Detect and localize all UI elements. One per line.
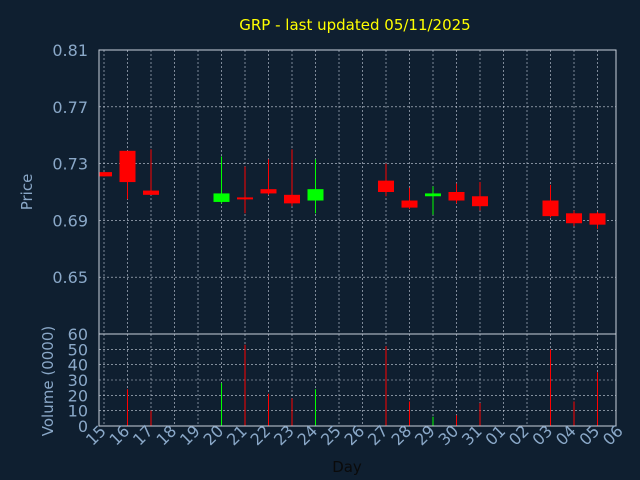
x-axis-ticks: 1516171819202122232425262728293031010203…: [82, 421, 627, 449]
volume-tick-label: 0: [78, 417, 88, 436]
candle-body: [425, 193, 441, 197]
chart-title: GRP - last updated 05/11/2025: [239, 16, 470, 34]
candle-body: [472, 196, 488, 207]
price-tick-label: 0.81: [52, 41, 88, 60]
candle-body: [307, 189, 324, 201]
candle-body: [143, 190, 159, 195]
candle-body: [542, 200, 559, 217]
candle-body: [378, 180, 394, 192]
volume-axis-label: Volume (0000): [39, 326, 57, 436]
price-axis-ticks: 0.81 0.77 0.73 0.69 0.65: [52, 41, 88, 287]
candle-body: [99, 172, 112, 177]
volume-tick-label: 40: [68, 356, 88, 375]
price-axis-label: Price: [18, 174, 36, 211]
candle-body: [566, 213, 582, 224]
price-tick-label: 0.69: [52, 211, 88, 230]
price-tick-label: 0.73: [52, 155, 88, 174]
volume-tick-label: 10: [68, 402, 88, 421]
candle-body: [284, 194, 300, 204]
candle-body: [213, 193, 230, 202]
volume-tick-label: 50: [68, 340, 88, 359]
x-axis-label: Day: [332, 458, 362, 476]
candles: [99, 149, 606, 229]
candle-body: [237, 197, 253, 200]
volume-plot-border: [98, 333, 617, 427]
volume-tick-label: 60: [68, 325, 88, 344]
price-tick-label: 0.65: [52, 268, 88, 287]
price-tick-label: 0.77: [52, 98, 88, 117]
volume-bars: [127, 344, 598, 426]
candle-body: [119, 150, 136, 183]
candle-body: [401, 200, 418, 208]
volume-tick-label: 30: [68, 371, 88, 390]
volume-tick-label: 20: [68, 386, 88, 405]
candle-body: [589, 213, 606, 225]
candle-body: [260, 189, 277, 194]
candle-body: [448, 192, 465, 201]
